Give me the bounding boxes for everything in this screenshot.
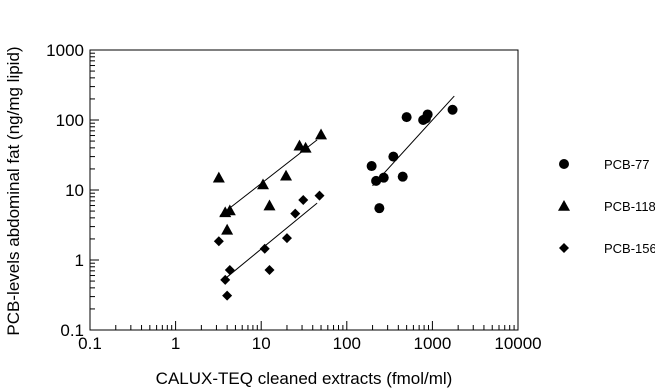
pcb-156-point <box>222 290 233 301</box>
y-axis: 0.1 1 10 100 1000 <box>46 41 99 340</box>
legend-label-pcb-118: PCB-118 <box>604 199 655 214</box>
pcb-77-point <box>447 104 458 115</box>
pcb-118-point <box>315 128 328 140</box>
legend: PCB-77 PCB-118 PCB-156 <box>558 157 655 256</box>
x-tick-label: 100 <box>333 334 361 353</box>
pcb-118-point <box>299 141 312 153</box>
pcb-77-point <box>422 109 433 120</box>
y-tick-label: 0.1 <box>60 321 84 340</box>
y-tick-label: 1000 <box>46 41 84 60</box>
pcb-118-point <box>257 178 270 190</box>
plot-frame <box>89 49 519 331</box>
legend-label-pcb-77: PCB-77 <box>604 157 650 172</box>
pcb-156-point <box>264 264 275 275</box>
pcb-77-fit-line <box>372 95 455 187</box>
y-axis-title: PCB-levels abdominal fat (ng/mg lipid) <box>4 46 23 335</box>
y-tick-label: 10 <box>65 181 84 200</box>
legend-label-pcb-156: PCB-156 <box>604 241 655 256</box>
pcb-77-point <box>374 203 385 214</box>
pcb-118-point <box>263 199 276 211</box>
x-tick-label: 1 <box>171 334 180 353</box>
pcb-156-point <box>281 233 292 244</box>
data-points <box>212 104 458 301</box>
pcb-156-point <box>298 194 309 205</box>
x-tick-label: 1000 <box>413 334 451 353</box>
legend-marker-pcb-156 <box>559 243 569 253</box>
x-tick-label: 0.1 <box>78 334 102 353</box>
pcb-77-point <box>366 161 377 172</box>
pcb-156-point <box>314 190 325 201</box>
pcb-156-fit-line <box>221 202 318 282</box>
pcb-77-point <box>397 171 408 182</box>
pcb-118-point <box>221 223 234 235</box>
pcb-77-point <box>378 172 389 183</box>
x-tick-label: 10000 <box>494 334 541 353</box>
pcb-118-point <box>280 169 293 181</box>
pcb-77-point <box>388 151 399 162</box>
pcb-118-point <box>212 171 225 183</box>
pcb-156-point <box>213 236 224 247</box>
y-tick-label: 1 <box>75 251 84 270</box>
x-tick-label: 10 <box>252 334 271 353</box>
pcb-118-point <box>223 204 236 216</box>
pcb-77-point <box>401 112 412 123</box>
regression-lines <box>219 95 455 282</box>
x-axis-title: CALUX-TEQ cleaned extracts (fmol/ml) <box>156 369 453 388</box>
pcb-156-point <box>259 243 270 254</box>
pcb-156-point <box>220 274 231 285</box>
pcb-156-point <box>224 264 235 275</box>
legend-marker-pcb-118 <box>558 200 570 211</box>
pcb-77-point <box>371 175 382 186</box>
y-tick-label: 100 <box>56 111 84 130</box>
legend-marker-pcb-77 <box>559 159 569 169</box>
pcb-156-point <box>290 208 301 219</box>
x-axis: 0.1 1 10 100 1000 10000 <box>78 321 542 353</box>
